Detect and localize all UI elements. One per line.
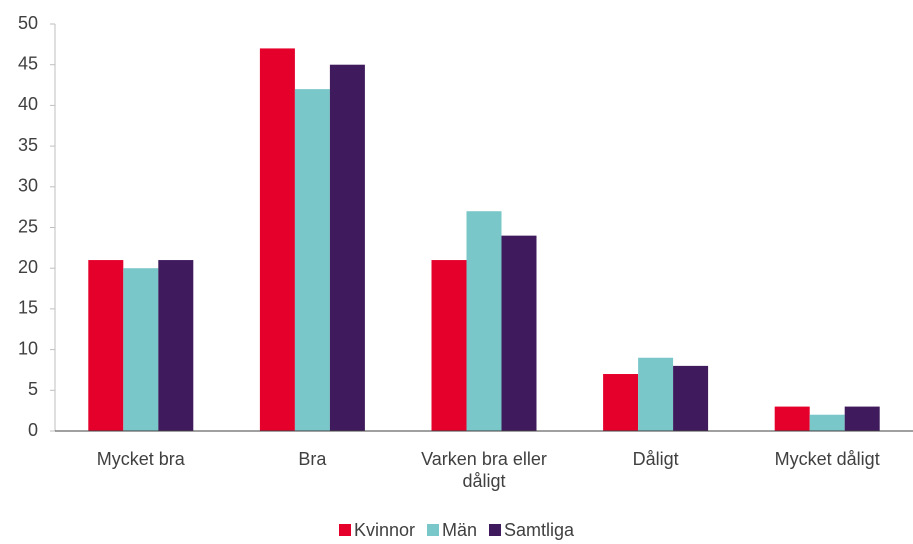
bar	[431, 260, 467, 431]
y-tick-label: 0	[28, 420, 38, 440]
legend-swatch	[338, 524, 351, 536]
x-tick-label: Bra	[298, 449, 327, 469]
bar	[809, 414, 845, 431]
bar	[123, 268, 159, 431]
legend-label: Kvinnor	[353, 520, 415, 540]
legend-label: Samtliga	[504, 520, 575, 540]
y-tick-label: 50	[18, 13, 38, 33]
legend: Kvinnor Män Samtliga	[0, 520, 913, 541]
bar	[638, 357, 674, 431]
bar	[466, 211, 502, 431]
y-tick-label: 5	[28, 379, 38, 399]
y-tick-label: 10	[18, 338, 38, 358]
bar	[259, 48, 295, 432]
legend-item: Samtliga	[489, 520, 574, 541]
x-tick-label: Mycket bra	[96, 449, 185, 469]
bar	[158, 260, 194, 431]
legend-label: Män	[441, 520, 477, 540]
legend-swatch	[489, 524, 501, 536]
bar	[603, 374, 639, 431]
bar	[88, 260, 124, 431]
legend-item: Kvinnor	[338, 520, 415, 541]
legend-item: Män	[426, 520, 477, 541]
bar	[329, 64, 365, 431]
x-tick-label: Varken bra eller dåligt	[421, 449, 547, 491]
x-tick-label: Mycket dåligt	[774, 449, 880, 469]
y-tick-label: 30	[18, 176, 38, 196]
legend-swatch	[426, 524, 439, 536]
bar	[294, 89, 330, 432]
y-tick-label: 20	[18, 257, 38, 277]
y-tick-label: 25	[18, 216, 38, 236]
bar	[774, 406, 810, 431]
y-tick-label: 15	[18, 298, 38, 318]
x-tick-label: Dåligt	[632, 449, 679, 469]
y-tick-label: 35	[18, 135, 38, 155]
bar	[673, 365, 709, 431]
y-tick-label: 45	[18, 53, 38, 73]
y-tick-label: 40	[18, 94, 38, 114]
bar	[844, 406, 880, 431]
bar	[501, 235, 537, 431]
